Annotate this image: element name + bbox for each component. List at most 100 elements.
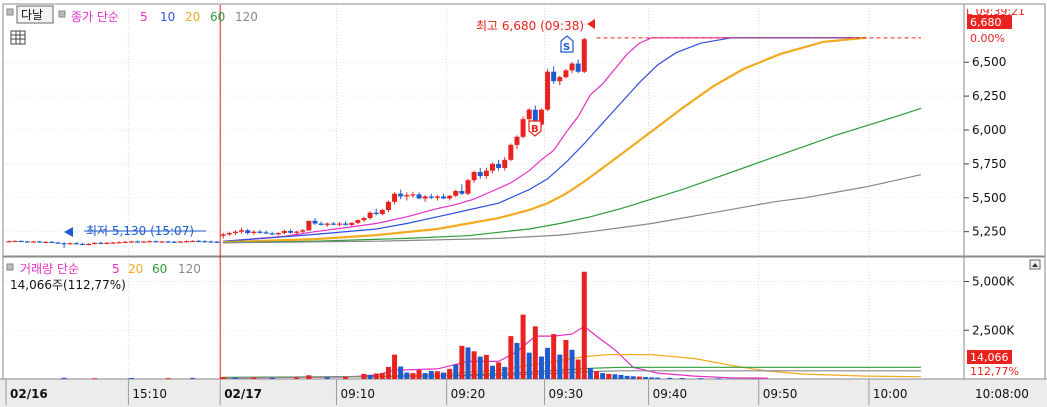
time-tick-label: 02/17 <box>224 387 262 401</box>
candle-body <box>404 195 410 197</box>
volume-bar <box>526 352 532 379</box>
volume-bar <box>465 347 471 379</box>
volume-bar <box>612 374 618 379</box>
clipped-axis-label: L 09:39:21 <box>966 5 1025 18</box>
volume-bar <box>232 377 238 379</box>
candle-body <box>551 71 557 82</box>
table-grid-icon[interactable] <box>10 30 26 45</box>
candle-body <box>73 243 79 245</box>
time-tick-label: 10:00 <box>873 387 908 401</box>
price-tick-label: 5,750 <box>972 157 1006 171</box>
candle-body <box>18 240 24 243</box>
candle-body <box>251 231 257 234</box>
current-volume-badge <box>967 350 1012 364</box>
volume-tick-label: 5,000K <box>972 275 1015 289</box>
candle-body <box>410 194 416 196</box>
volume-bar <box>190 377 196 379</box>
volume-bar <box>410 373 416 379</box>
candle-body <box>557 77 563 82</box>
candle-body <box>496 163 502 168</box>
candle-body <box>159 241 165 243</box>
candle-body <box>581 39 587 72</box>
candle-body <box>269 233 275 235</box>
candle-body <box>92 242 98 244</box>
high-arrow-icon <box>587 19 595 29</box>
time-x-ticks: 02/16 15:10 02/17 09:10 09:20 09:30 09:40 09:50… <box>5 379 908 405</box>
volume-bar <box>324 377 330 379</box>
candle-body <box>79 243 85 246</box>
candle-body <box>116 242 122 244</box>
candle-body <box>343 223 349 225</box>
price-ma-line <box>223 37 866 242</box>
candle-body <box>441 196 447 199</box>
legend-square-icon <box>58 10 66 18</box>
legend-square-icon <box>6 8 14 16</box>
price-legend-ma20: 20 <box>185 10 200 24</box>
volume-legend-label: 거래량 단순 <box>20 262 79 276</box>
candle-body <box>569 63 575 71</box>
candle-body <box>398 193 404 197</box>
volume-panel-frame <box>2 256 965 380</box>
volume-bar <box>496 362 502 379</box>
time-axis-right-label: 10:08:00 <box>975 387 1029 401</box>
price-ma-line <box>223 36 866 244</box>
volume-bar <box>483 354 489 379</box>
volume-bar <box>575 359 581 379</box>
volume-bar <box>404 372 410 379</box>
price-legend-ma5: 5 <box>140 10 148 24</box>
time-tick-label: 09:30 <box>549 387 584 401</box>
candle-body <box>361 218 367 221</box>
collapse-panel-icon[interactable] <box>1029 259 1041 270</box>
volume-bar <box>128 378 134 380</box>
candle-body <box>459 191 465 194</box>
candle-body <box>312 220 318 224</box>
volume-legend-ma60: 60 <box>152 262 167 276</box>
volume-bar <box>220 377 226 379</box>
time-tick-label: 09:40 <box>653 387 688 401</box>
volume-ma-line <box>223 370 921 379</box>
candle-body <box>477 172 483 177</box>
candle-body <box>208 241 214 243</box>
sell-marker[interactable]: S <box>560 35 574 53</box>
time-tick-label: 09:20 <box>451 387 486 401</box>
volume-bar <box>373 373 379 379</box>
volume-readout: 14,066주(112,77%) <box>10 278 126 292</box>
volume-bar <box>477 356 483 379</box>
volume-bar <box>557 354 563 379</box>
candle-body <box>367 212 373 219</box>
volume-y-ticks: 2,500K 5,000K <box>964 275 1015 337</box>
price-legend-ma10: 10 <box>160 10 175 24</box>
candle-body <box>226 233 232 235</box>
candle-body <box>104 242 110 244</box>
candle-body <box>275 233 281 235</box>
candle-body <box>318 223 324 225</box>
candle-body <box>526 109 532 120</box>
candle-body <box>147 241 153 243</box>
volume-bar <box>294 377 300 379</box>
candle-body <box>257 231 263 233</box>
candle-body <box>55 242 61 244</box>
volume-bar <box>367 374 373 379</box>
volume-bar <box>716 378 722 380</box>
candle-body <box>489 163 495 171</box>
volume-bar <box>471 351 477 379</box>
candle-body <box>306 220 312 231</box>
price-ma-line <box>223 174 922 244</box>
candle-body <box>177 241 183 243</box>
volume-bar <box>361 373 367 379</box>
candle-body <box>135 241 141 243</box>
volume-bar <box>434 371 440 379</box>
volume-bar <box>92 378 98 380</box>
volume-bar <box>416 370 422 379</box>
candle-body <box>153 241 159 243</box>
candle-body <box>245 230 251 234</box>
volume-bar <box>165 378 171 380</box>
buy-marker[interactable]: B <box>528 120 542 137</box>
candle-body <box>373 212 379 215</box>
candle-body <box>67 243 73 245</box>
candles <box>6 37 587 248</box>
volume-bar <box>61 377 67 379</box>
volume-legend-ma120: 120 <box>178 262 201 276</box>
period-button[interactable] <box>16 5 54 24</box>
